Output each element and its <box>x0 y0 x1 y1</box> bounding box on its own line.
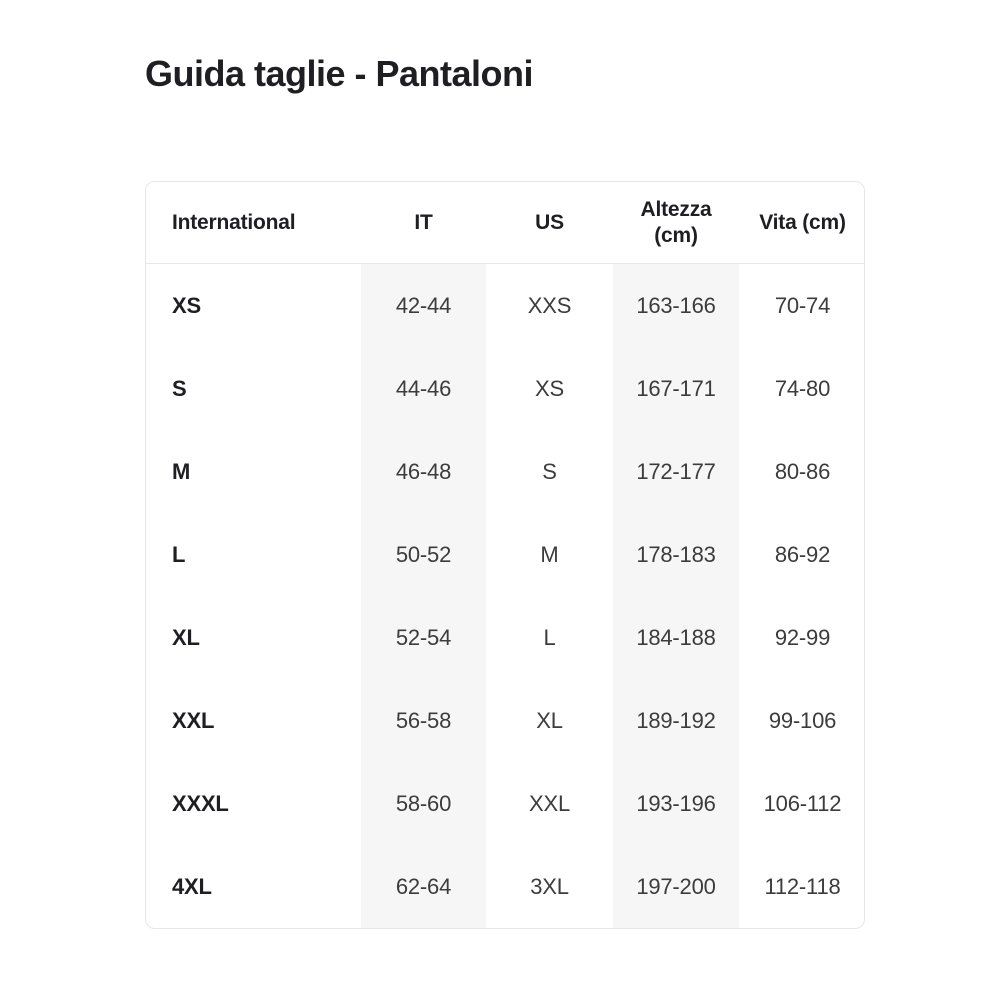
cell-us: S <box>542 458 557 484</box>
cell-international: XL <box>172 624 200 650</box>
cell-international: 4XL <box>172 873 212 899</box>
column-header-vita: Vita (cm) <box>739 182 864 264</box>
cell-it: 52-54 <box>361 596 486 679</box>
cell-altezza: 197-200 <box>613 845 739 928</box>
cell-it: 56-58 <box>361 679 486 762</box>
cell-vita: 112-118 <box>764 873 841 899</box>
column-header-it: IT <box>361 182 486 264</box>
table-header: International IT US Altezza (cm) Vita (c… <box>146 182 864 264</box>
cell-altezza: 189-192 <box>613 679 739 762</box>
cell-us: XL <box>536 707 563 733</box>
table-row-xxxl: XXXL 58-60 XXL 193-196 106-112 <box>146 762 864 845</box>
column-header-us: US <box>486 182 613 264</box>
table-body: XS 42-44 XXS 163-166 70-74 S 44-46 XS 16… <box>146 264 864 928</box>
cell-vita: 74-80 <box>774 375 831 401</box>
header-row: International IT US Altezza (cm) Vita (c… <box>146 182 864 264</box>
cell-vita: 70-74 <box>774 292 831 318</box>
table-row-m: M 46-48 S 172-177 80-86 <box>146 430 864 513</box>
column-header-international: International <box>146 182 361 264</box>
cell-altezza: 163-166 <box>613 264 739 347</box>
table-row-4xl: 4XL 62-64 3XL 197-200 112-118 <box>146 845 864 928</box>
cell-altezza: 172-177 <box>613 430 739 513</box>
cell-altezza: 193-196 <box>613 762 739 845</box>
cell-us: 3XL <box>530 873 569 899</box>
table-row-l: L 50-52 M 178-183 86-92 <box>146 513 864 596</box>
cell-vita: 106-112 <box>763 790 842 816</box>
cell-altezza: 184-188 <box>613 596 739 679</box>
cell-it: 44-46 <box>361 347 486 430</box>
table-row-xl: XL 52-54 L 184-188 92-99 <box>146 596 864 679</box>
cell-international: L <box>172 541 186 567</box>
page-title: Guida taglie - Pantaloni <box>145 53 534 94</box>
cell-vita: 99-106 <box>768 707 837 733</box>
table-row-xxl: XXL 56-58 XL 189-192 99-106 <box>146 679 864 762</box>
cell-us: L <box>543 624 556 650</box>
cell-us: M <box>540 541 559 567</box>
column-header-altezza: Altezza (cm) <box>613 182 739 264</box>
cell-altezza: 178-183 <box>613 513 739 596</box>
cell-us: XXL <box>529 790 570 816</box>
cell-vita: 92-99 <box>774 624 831 650</box>
cell-international: XXL <box>172 707 215 733</box>
cell-us: XXS <box>527 292 572 318</box>
cell-it: 50-52 <box>361 513 486 596</box>
cell-vita: 80-86 <box>774 458 831 484</box>
cell-altezza: 167-171 <box>613 347 739 430</box>
cell-it: 62-64 <box>361 845 486 928</box>
cell-international: M <box>172 458 191 484</box>
table-row-xs: XS 42-44 XXS 163-166 70-74 <box>146 264 864 347</box>
cell-it: 42-44 <box>361 264 486 347</box>
cell-international: XXXL <box>172 790 229 816</box>
table-row-s: S 44-46 XS 167-171 74-80 <box>146 347 864 430</box>
cell-international: XS <box>172 292 201 318</box>
cell-international: S <box>172 375 187 401</box>
size-guide-table-card: International IT US Altezza (cm) Vita (c… <box>145 181 865 929</box>
cell-it: 46-48 <box>361 430 486 513</box>
cell-vita: 86-92 <box>774 541 831 567</box>
cell-it: 58-60 <box>361 762 486 845</box>
size-guide-table: International IT US Altezza (cm) Vita (c… <box>146 182 864 928</box>
cell-us: XS <box>535 375 564 401</box>
